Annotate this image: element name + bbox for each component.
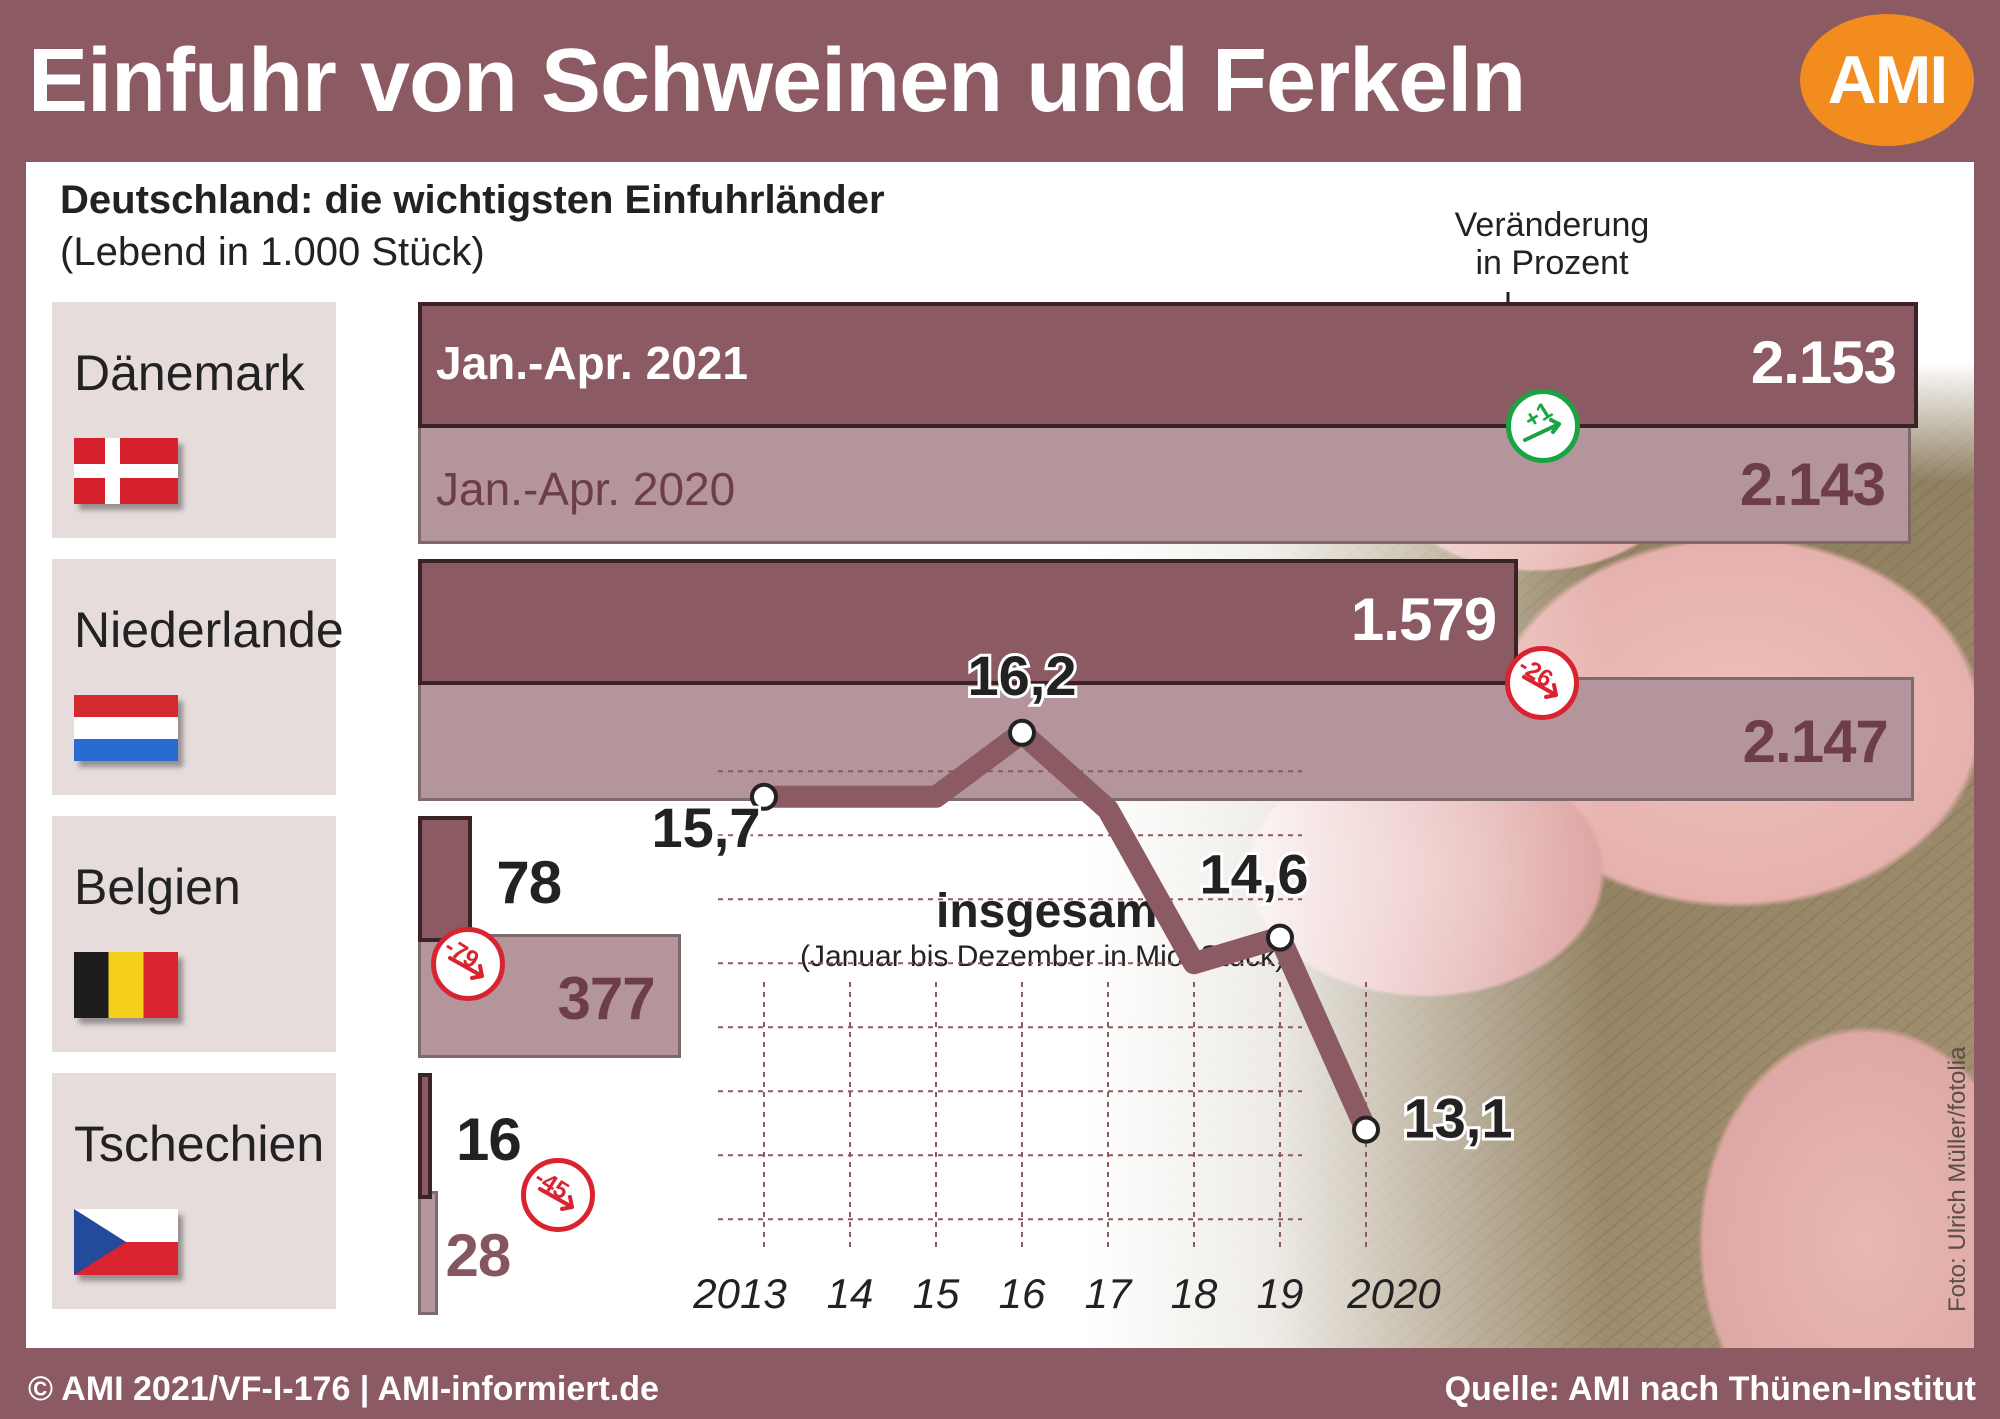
chart-panel: Foto: Ulrich Müller/fotolia Deutschland:… xyxy=(26,162,1974,1348)
series-label-2020: Jan.-Apr. 2020 xyxy=(436,463,736,515)
line-chart: 15,7 16,2 14,6 13,1 2013 14 15 16 17 18 19 2020 xyxy=(649,641,1516,1317)
country-name: Tschechien xyxy=(74,1116,325,1172)
data-point-2013 xyxy=(750,782,778,811)
bar-2021-netherlands xyxy=(418,559,1519,685)
country-cell-denmark: Dänemark xyxy=(52,302,336,538)
change-badge-denmark: +1 xyxy=(1506,389,1580,463)
unit-note: (Lebend in 1.000 Stück) xyxy=(60,230,485,274)
country-cell-netherlands: Niederlande xyxy=(52,559,344,795)
data-label-2013: 15,7 xyxy=(652,796,761,859)
change-badge-czechia: -45 xyxy=(521,1158,595,1232)
data-point-2020 xyxy=(1352,1115,1380,1144)
x-tick-2016: 16 xyxy=(999,1270,1046,1317)
flag-denmark-icon xyxy=(74,438,178,504)
country-name: Belgien xyxy=(74,859,241,915)
data-point-2019 xyxy=(1266,923,1294,952)
value-2020-belgium: 377 xyxy=(557,965,656,1032)
x-tick-2020: 2020 xyxy=(1346,1270,1441,1317)
flag-czechia-icon xyxy=(74,1209,178,1275)
value-2021-belgium: 78 xyxy=(496,849,562,916)
logo-text: AMI xyxy=(1827,42,1949,118)
ami-logo: AMI xyxy=(1800,14,1974,146)
country-cell-czechia: Tschechien xyxy=(52,1073,336,1309)
bar-2020-denmark xyxy=(418,420,1912,544)
series-line-insgesamt xyxy=(753,721,1377,1141)
value-2021-denmark: 2.153 xyxy=(1750,329,1897,396)
x-tick-2018: 18 xyxy=(1171,1270,1218,1317)
page-title: Einfuhr von Schweinen und Ferkeln xyxy=(28,31,1526,131)
value-2020-denmark: 2.143 xyxy=(1739,451,1886,518)
bar-2021-denmark xyxy=(418,302,1918,428)
flag-belgium-icon xyxy=(74,952,178,1018)
footer-source: Quelle: AMI nach Thünen-Institut xyxy=(1444,1370,1976,1408)
country-cell-belgium: Belgien xyxy=(52,816,336,1052)
value-2021-netherlands: 1.579 xyxy=(1350,586,1497,653)
x-tick-2013: 2013 xyxy=(692,1270,786,1317)
line-chart-title: insgesamt xyxy=(936,885,1174,938)
chart-subtitle: Deutschland: die wichtigsten Einfuhrländ… xyxy=(60,178,885,222)
change-label-line1: Veränderung xyxy=(1454,206,1650,244)
trend-down-icon xyxy=(448,956,484,980)
change-badge-netherlands: -26 xyxy=(1505,646,1580,720)
data-label-2020: 13,1 xyxy=(1404,1087,1513,1150)
footer-copyright: © AMI 2021/VF-I-176 | AMI-informiert.de xyxy=(28,1370,659,1408)
value-2020-czechia: 28 xyxy=(445,1222,512,1289)
series-label-2021: Jan.-Apr. 2021 xyxy=(436,337,748,389)
bar-2021-czechia xyxy=(418,1073,432,1199)
trend-up-icon xyxy=(1523,418,1561,442)
trend-down-icon xyxy=(1522,675,1559,699)
data-point-2016 xyxy=(1008,718,1036,747)
data-label-2019: 14,6 xyxy=(1200,843,1309,906)
trend-down-icon xyxy=(538,1187,574,1211)
bar-2021-belgium xyxy=(418,816,473,942)
x-tick-2015: 15 xyxy=(913,1270,960,1317)
x-tick-2017: 17 xyxy=(1085,1270,1133,1317)
x-tick-2019: 19 xyxy=(1257,1270,1304,1317)
change-label: Veränderung in Prozent xyxy=(1402,206,1702,282)
country-name: Dänemark xyxy=(74,345,305,401)
change-badge-belgium: -79 xyxy=(431,927,505,1001)
change-label-line2: in Prozent xyxy=(1475,244,1629,282)
flag-netherlands-icon xyxy=(74,695,178,761)
data-label-2016: 16,2 xyxy=(968,644,1077,707)
country-name: Niederlande xyxy=(74,602,344,658)
x-tick-2014: 14 xyxy=(827,1270,874,1317)
value-2020-netherlands: 2.147 xyxy=(1742,708,1889,775)
value-2021-czechia: 16 xyxy=(456,1106,522,1173)
